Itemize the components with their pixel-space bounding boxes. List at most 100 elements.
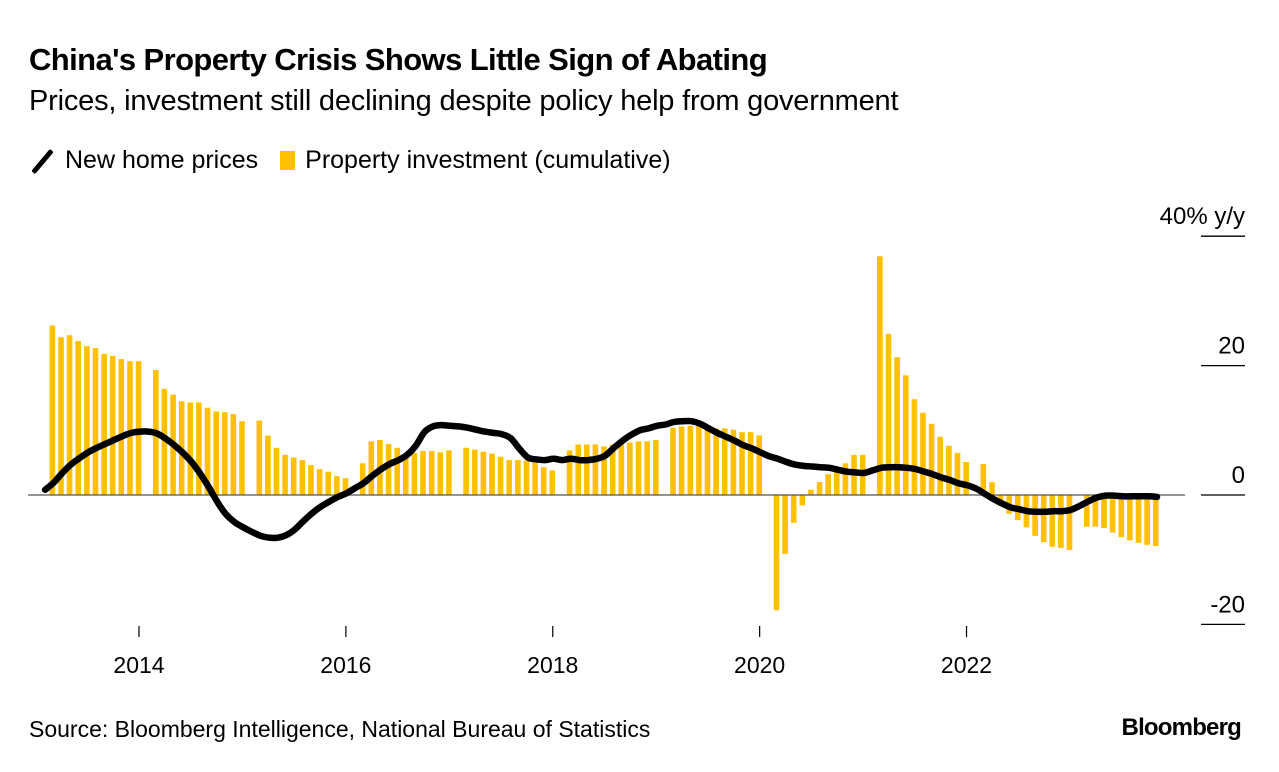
bar-swatch-icon: [280, 151, 296, 170]
bar: [1040, 495, 1047, 543]
y-tick-label: 0: [1232, 462, 1245, 489]
bar: [739, 432, 745, 495]
bar: [980, 463, 987, 495]
bar: [678, 426, 685, 495]
y-axis: 40% y/y 20 0 -20: [1160, 203, 1245, 626]
bar: [653, 440, 659, 495]
bar: [403, 455, 409, 495]
bar: [1101, 495, 1107, 528]
bar: [161, 388, 168, 495]
bar: [359, 463, 366, 495]
bar: [920, 412, 926, 495]
bar: [954, 452, 961, 495]
bar: [334, 476, 340, 495]
bar: [127, 361, 133, 495]
bar: [411, 452, 418, 495]
bar: [894, 357, 900, 495]
bar: [756, 435, 762, 495]
new-home-prices-line: [41, 417, 1161, 542]
bar: [394, 447, 400, 495]
bar: [230, 414, 237, 495]
bloomberg-logo: Bloomberg: [1121, 714, 1242, 741]
bar: [101, 354, 107, 495]
bar: [687, 425, 694, 495]
bar: [196, 402, 202, 495]
bar: [316, 469, 323, 495]
bar: [1127, 495, 1133, 541]
legend-label: Property investment (cumulative): [305, 146, 671, 174]
bar: [799, 495, 806, 506]
line-group: [41, 417, 1161, 542]
bar: [84, 346, 90, 495]
y-tick-label: 20: [1218, 333, 1245, 360]
bar: [480, 451, 487, 495]
bar: [308, 465, 314, 495]
bar: [566, 450, 573, 495]
bar: [592, 444, 599, 495]
bar: [58, 337, 64, 495]
bar: [1084, 495, 1090, 527]
bar: [696, 425, 702, 495]
bar: [325, 471, 331, 495]
bar: [135, 361, 142, 495]
source-note: Source: Bloomberg Intelligence, National…: [29, 716, 651, 742]
bar: [532, 462, 538, 495]
bar: [842, 463, 849, 495]
bar: [342, 478, 349, 495]
chart-subtitle: Prices, investment still declining despi…: [29, 85, 899, 117]
bar: [282, 454, 288, 495]
bar: [463, 447, 469, 495]
bar: [1135, 495, 1142, 543]
bar: [428, 451, 435, 495]
bar: [713, 428, 719, 495]
bar: [472, 449, 478, 495]
bar: [187, 402, 194, 495]
bar: [118, 359, 125, 495]
bar: [385, 443, 392, 495]
bar: [834, 467, 840, 495]
bar: [885, 333, 892, 495]
bar: [368, 441, 375, 495]
legend-label: New home prices: [65, 146, 259, 174]
y-tick-label: 40% y/y: [1160, 203, 1245, 230]
bar: [523, 460, 530, 495]
bar: [721, 428, 728, 495]
chart-title: China's Property Crisis Shows Little Sig…: [29, 42, 768, 77]
bar: [75, 341, 81, 495]
bar: [49, 325, 56, 495]
legend: New home prices Property investment (cum…: [29, 146, 693, 175]
x-tick-label: 2020: [734, 652, 785, 678]
bar: [747, 432, 754, 495]
bar: [1118, 495, 1125, 538]
bar: [627, 442, 633, 495]
bar: [204, 407, 211, 495]
bar: [239, 421, 245, 495]
bar: [213, 411, 219, 495]
bar: [670, 427, 676, 495]
bar: [109, 355, 116, 495]
bar: [540, 467, 547, 495]
bar: [877, 256, 883, 495]
bar: [601, 446, 607, 495]
bar: [515, 460, 521, 495]
bar: [911, 399, 918, 495]
bar: [618, 442, 625, 495]
bar: [506, 460, 512, 495]
bar: [635, 441, 642, 495]
bar: [420, 451, 426, 495]
bar: [903, 375, 909, 495]
bar: [609, 444, 616, 495]
bar: [1066, 495, 1073, 550]
bar: [644, 441, 650, 495]
bars-group: [49, 256, 1159, 611]
bar: [1092, 495, 1099, 527]
bar: [937, 436, 943, 495]
legend-item-new-home-prices: New home prices: [29, 146, 258, 175]
x-tick-label: 2022: [941, 652, 992, 678]
bar: [963, 462, 969, 495]
bar: [256, 420, 263, 495]
x-tick-label: 2018: [527, 652, 578, 678]
legend-item-property-investment: Property investment (cumulative): [280, 146, 671, 175]
bar: [1152, 495, 1159, 547]
bar: [437, 452, 444, 495]
